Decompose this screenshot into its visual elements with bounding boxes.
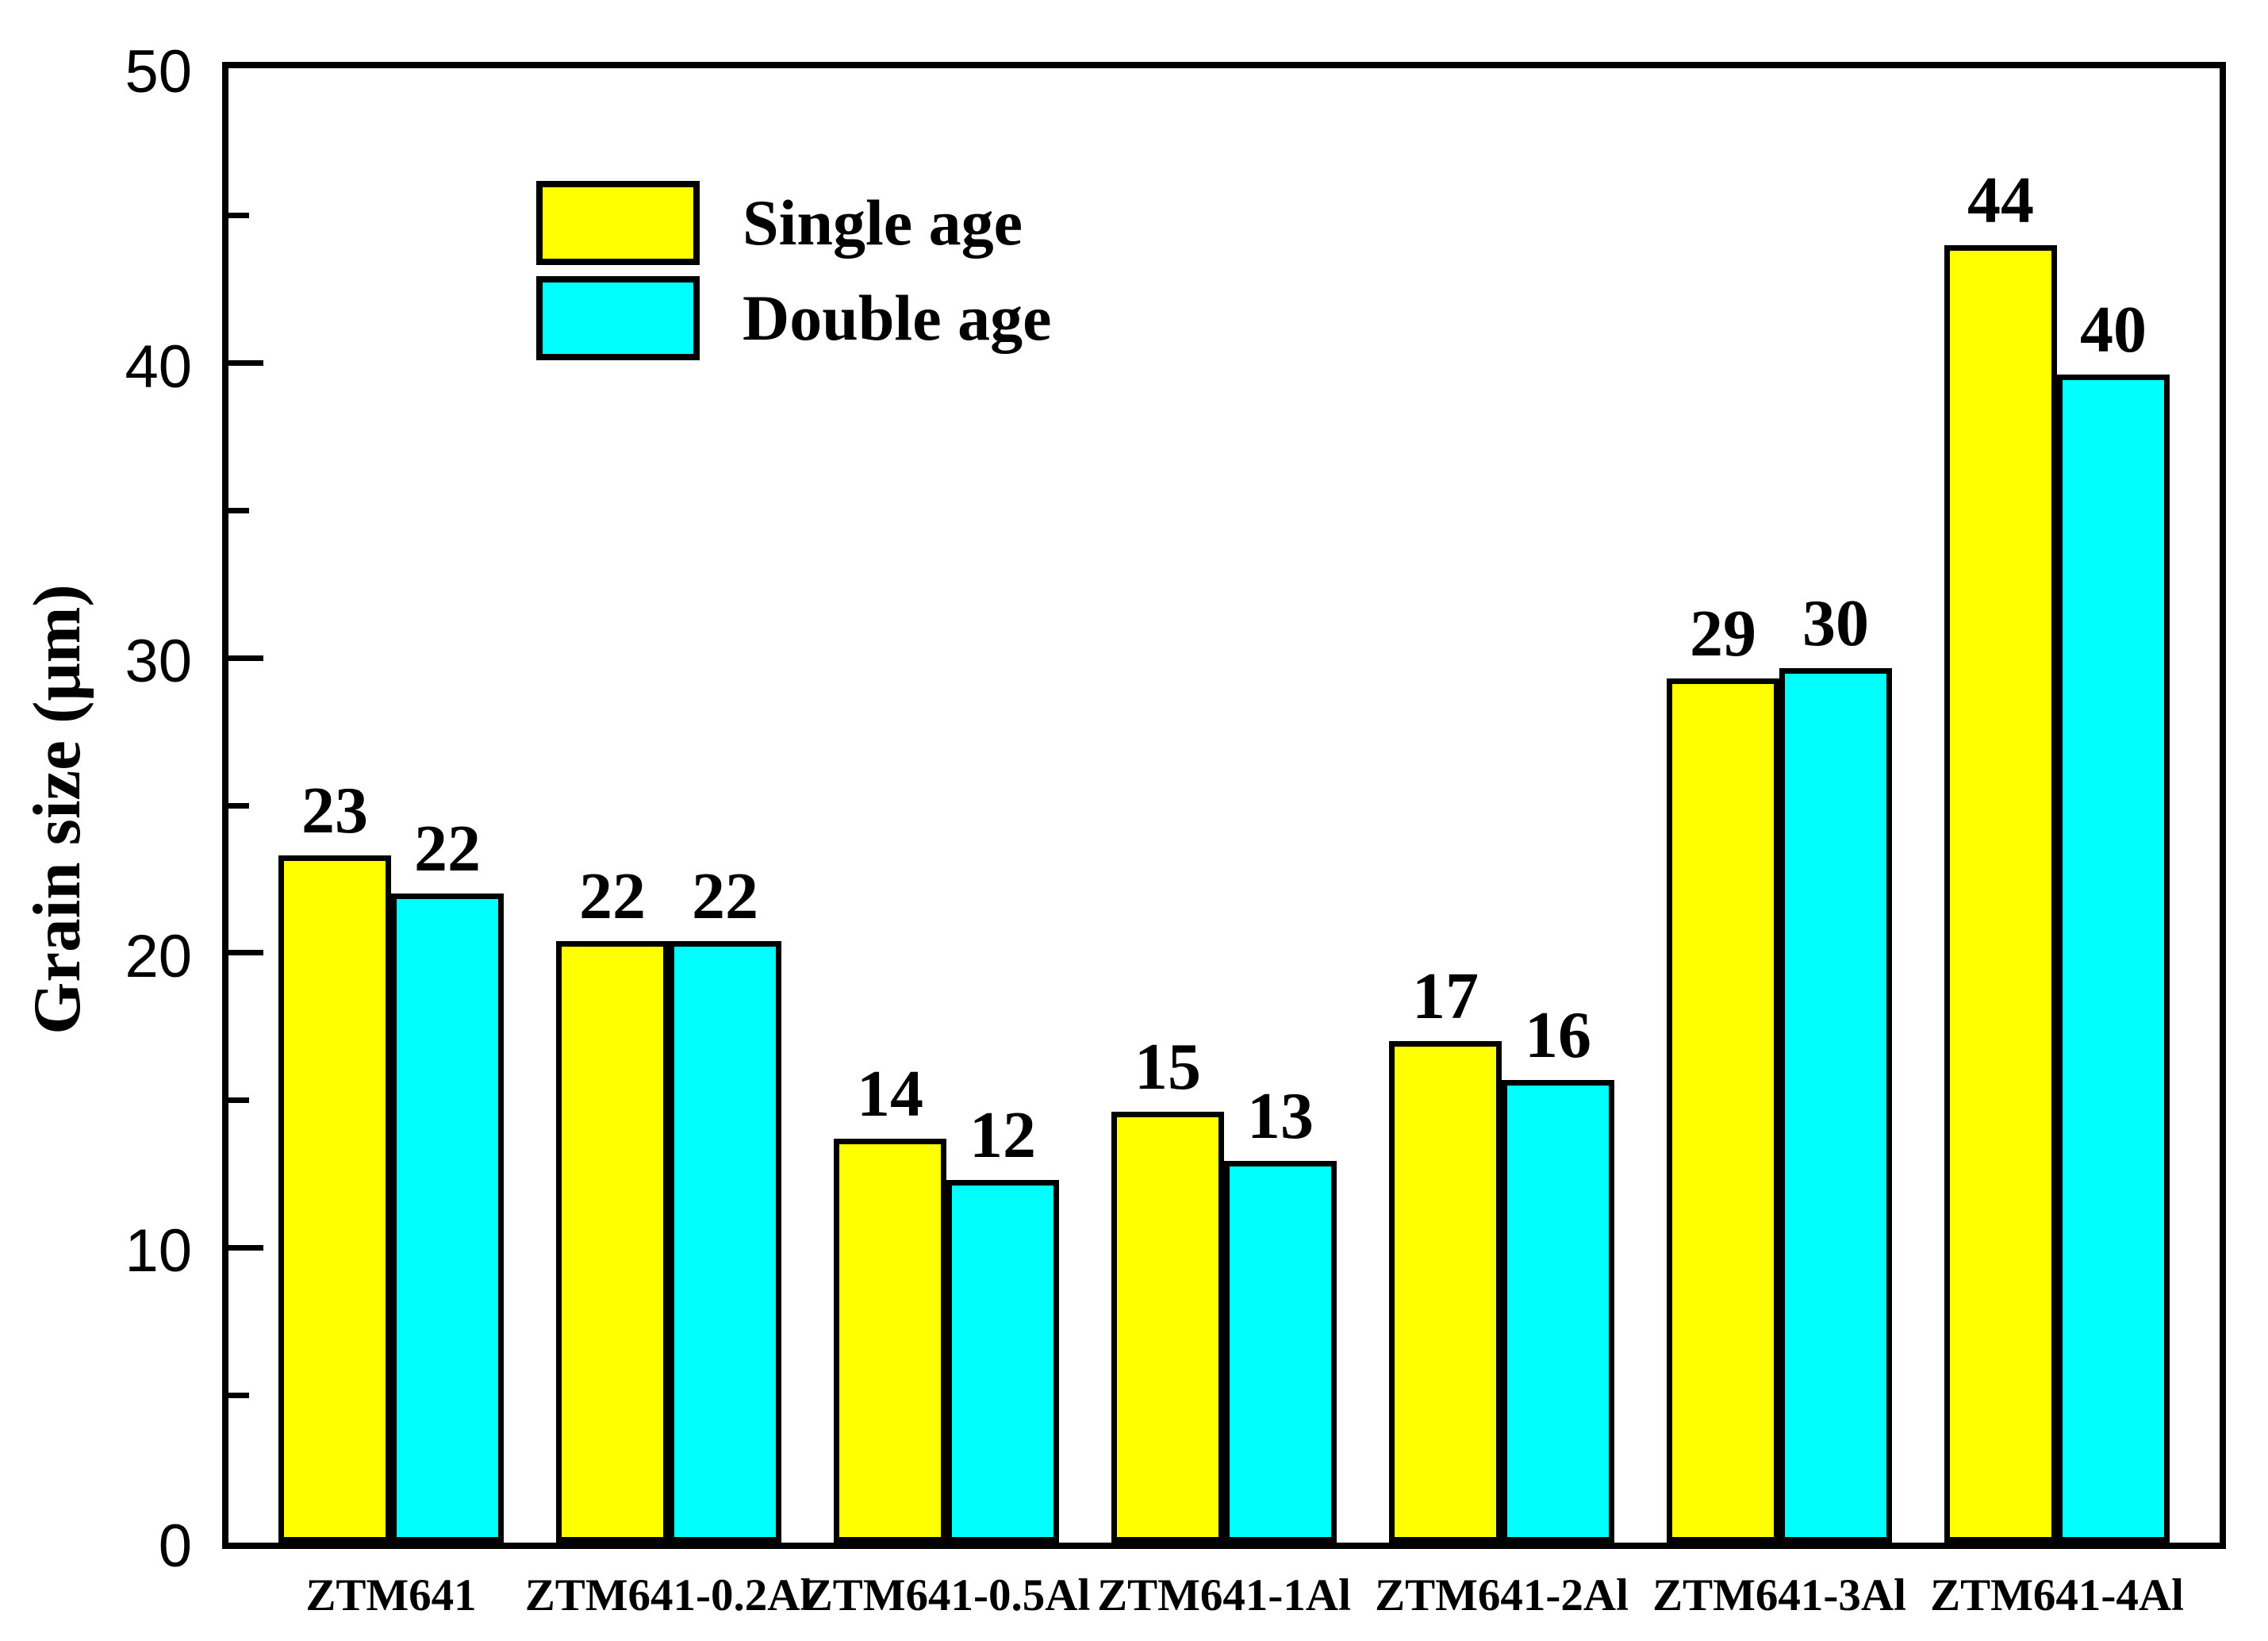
bar-value-label: 30 (1802, 586, 1869, 661)
y-minor-tick (228, 802, 249, 809)
bar-double-age-ZTM641-2Al (1502, 1079, 1614, 1543)
y-minor-tick (228, 1392, 249, 1398)
legend-label-single-age: Single age (743, 186, 1023, 259)
y-major-tick (228, 360, 263, 367)
bar-single-age-ZTM641-3Al (1667, 678, 1779, 1543)
bar-value-label: 14 (857, 1056, 923, 1131)
y-minor-tick (228, 1097, 249, 1104)
bar-double-age-ZTM641-1Al (1224, 1160, 1337, 1543)
bar-single-age-ZTM641-4Al (1944, 244, 2057, 1543)
x-axis-label: ZTM641-4Al (1930, 1570, 2184, 1620)
bar-value-label: 13 (1247, 1078, 1314, 1153)
bar-single-age-ZTM641-1Al (1111, 1112, 1224, 1543)
bar-double-age-ZTM641-0.2Al (669, 940, 781, 1543)
bar-value-label: 22 (692, 859, 758, 933)
y-major-tick (228, 655, 263, 661)
bar-single-age-ZTM641-0.2Al (556, 940, 669, 1543)
bar-single-age-ZTM641-0.5Al (834, 1138, 946, 1543)
y-tick-label: 0 (158, 1512, 192, 1580)
y-tick-label: 50 (125, 37, 192, 106)
bar-value-label: 23 (301, 774, 368, 848)
x-axis-label: ZTM641-1Al (1097, 1570, 1351, 1620)
bar-single-age-ZTM641 (278, 855, 391, 1543)
x-axis-label: ZTM641-2Al (1375, 1570, 1629, 1620)
bar-double-age-ZTM641 (391, 894, 504, 1543)
y-tick-label: 20 (125, 922, 192, 990)
bar-value-label: 29 (1690, 597, 1756, 671)
bar-value-label: 44 (1967, 163, 2034, 237)
bar-single-age-ZTM641-2Al (1389, 1041, 1502, 1543)
x-axis-label: ZTM641-0.2Al (524, 1570, 813, 1620)
bar-value-label: 16 (1525, 997, 1591, 1072)
bar-value-label: 17 (1412, 959, 1479, 1034)
y-major-tick (228, 950, 263, 956)
bar-double-age-ZTM641-4Al (2057, 375, 2170, 1543)
bar-value-label: 40 (2080, 293, 2147, 367)
legend-label-double-age: Double age (743, 282, 1052, 354)
bar-value-label: 15 (1134, 1030, 1201, 1105)
bar-value-label: 22 (579, 859, 646, 933)
x-axis-label: ZTM641-0.5Al (802, 1570, 1091, 1620)
x-axis-label: ZTM641-3Al (1652, 1570, 1906, 1620)
x-axis-label: ZTM641 (305, 1570, 477, 1620)
legend-swatch-double-age (536, 276, 700, 360)
y-tick-label: 30 (125, 628, 192, 696)
y-tick-label: 40 (125, 332, 192, 401)
y-major-tick (228, 1244, 263, 1251)
y-minor-tick (228, 213, 249, 219)
y-tick-label: 10 (125, 1217, 192, 1286)
legend-swatch-single-age (536, 181, 700, 265)
bar-double-age-ZTM641-0.5Al (946, 1179, 1059, 1543)
plot-area: 23 22 22 22 14 12 15 13 17 16 29 30 44 40 Single age … (222, 62, 2226, 1549)
bar-value-label: 12 (969, 1097, 1036, 1172)
bar-double-age-ZTM641-3Al (1779, 668, 1892, 1543)
bar-value-label: 22 (414, 812, 481, 886)
y-minor-tick (228, 507, 249, 513)
